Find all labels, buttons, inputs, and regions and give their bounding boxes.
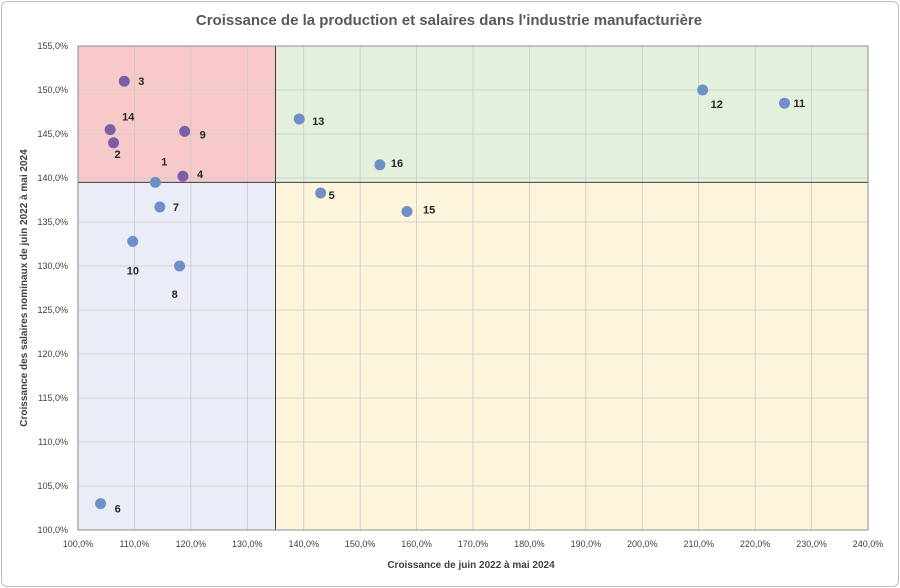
y-axis-label: Croissance des salaires nominaux de juin… [19,149,30,427]
data-label: 7 [173,202,179,214]
plot-area: 100,0% 110,0% 120,0% 130,0% 140,0% 150,0% 160,… [37,41,883,549]
x-tick-label: 140,0% [288,539,319,549]
quadrant-bottom-right [275,182,868,530]
x-tick-label: 110,0% [119,539,149,549]
x-tick-label: 170,0% [458,539,489,549]
x-tick-label: 180,0% [514,539,545,549]
x-tick-label: 120,0% [176,539,207,549]
x-tick-label: 100,0% [63,539,94,549]
data-point [374,159,386,171]
data-point [697,84,709,96]
data-label: 14 [122,112,135,124]
x-tick-label: 150,0% [345,539,376,549]
plot-border [77,45,869,531]
y-tick-label: 155,0% [37,41,68,51]
y-tick-label: 130,0% [37,261,68,271]
y-tick-label: 110,0% [38,437,68,447]
data-label: 3 [138,76,144,88]
data-label: 8 [172,289,178,301]
data-point [149,176,161,188]
data-label: 2 [115,149,121,161]
y-tick-label: 145,0% [37,129,68,139]
x-tick-label: 220,0% [740,539,771,549]
data-point [154,201,166,213]
data-point [108,137,120,149]
data-point [315,187,327,199]
data-label: 12 [711,99,723,111]
data-point [293,113,305,125]
data-point [118,75,130,87]
x-tick-label: 190,0% [571,539,602,549]
chart-title: Croissance de la production et salaires … [196,12,702,29]
data-label: 4 [197,169,204,181]
data-label: 16 [391,158,403,170]
data-label: 11 [793,98,805,110]
y-tick-label: 140,0% [37,173,68,183]
x-tick-label: 210,0% [683,539,714,549]
quadrant-bottom-left [78,182,276,530]
data-point [778,97,790,109]
x-tick-label: 240,0% [853,539,884,549]
y-tick-label: 135,0% [37,217,68,227]
y-tick-label: 150,0% [37,85,68,95]
data-point [401,205,413,217]
data-label: 15 [423,204,435,216]
data-label: 9 [200,129,206,141]
data-label: 1 [161,156,167,168]
x-tick-label: 200,0% [627,539,658,549]
x-tick-label: 230,0% [796,539,827,549]
data-label: 6 [115,504,121,516]
y-tick-label: 125,0% [37,305,68,315]
data-label: 10 [127,265,139,277]
data-point [174,260,186,272]
y-tick-label: 105,0% [37,481,68,491]
data-point [177,170,189,182]
data-label: 13 [312,116,324,128]
x-tick-label: 130,0% [232,539,263,549]
x-axis-label: Croissance de juin 2022 à mai 2024 [387,560,555,571]
x-tick-label: 160,0% [401,539,432,549]
data-point [179,125,191,137]
data-point [127,235,139,247]
data-point [95,498,107,510]
data-label: 5 [329,190,335,202]
y-tick-label: 115,0% [38,393,68,403]
data-point [104,124,116,136]
y-tick-label: 100,0% [37,525,68,535]
quadrant-top-left [78,46,276,183]
quadrant-top-right [275,46,868,183]
y-tick-label: 120,0% [37,349,68,359]
